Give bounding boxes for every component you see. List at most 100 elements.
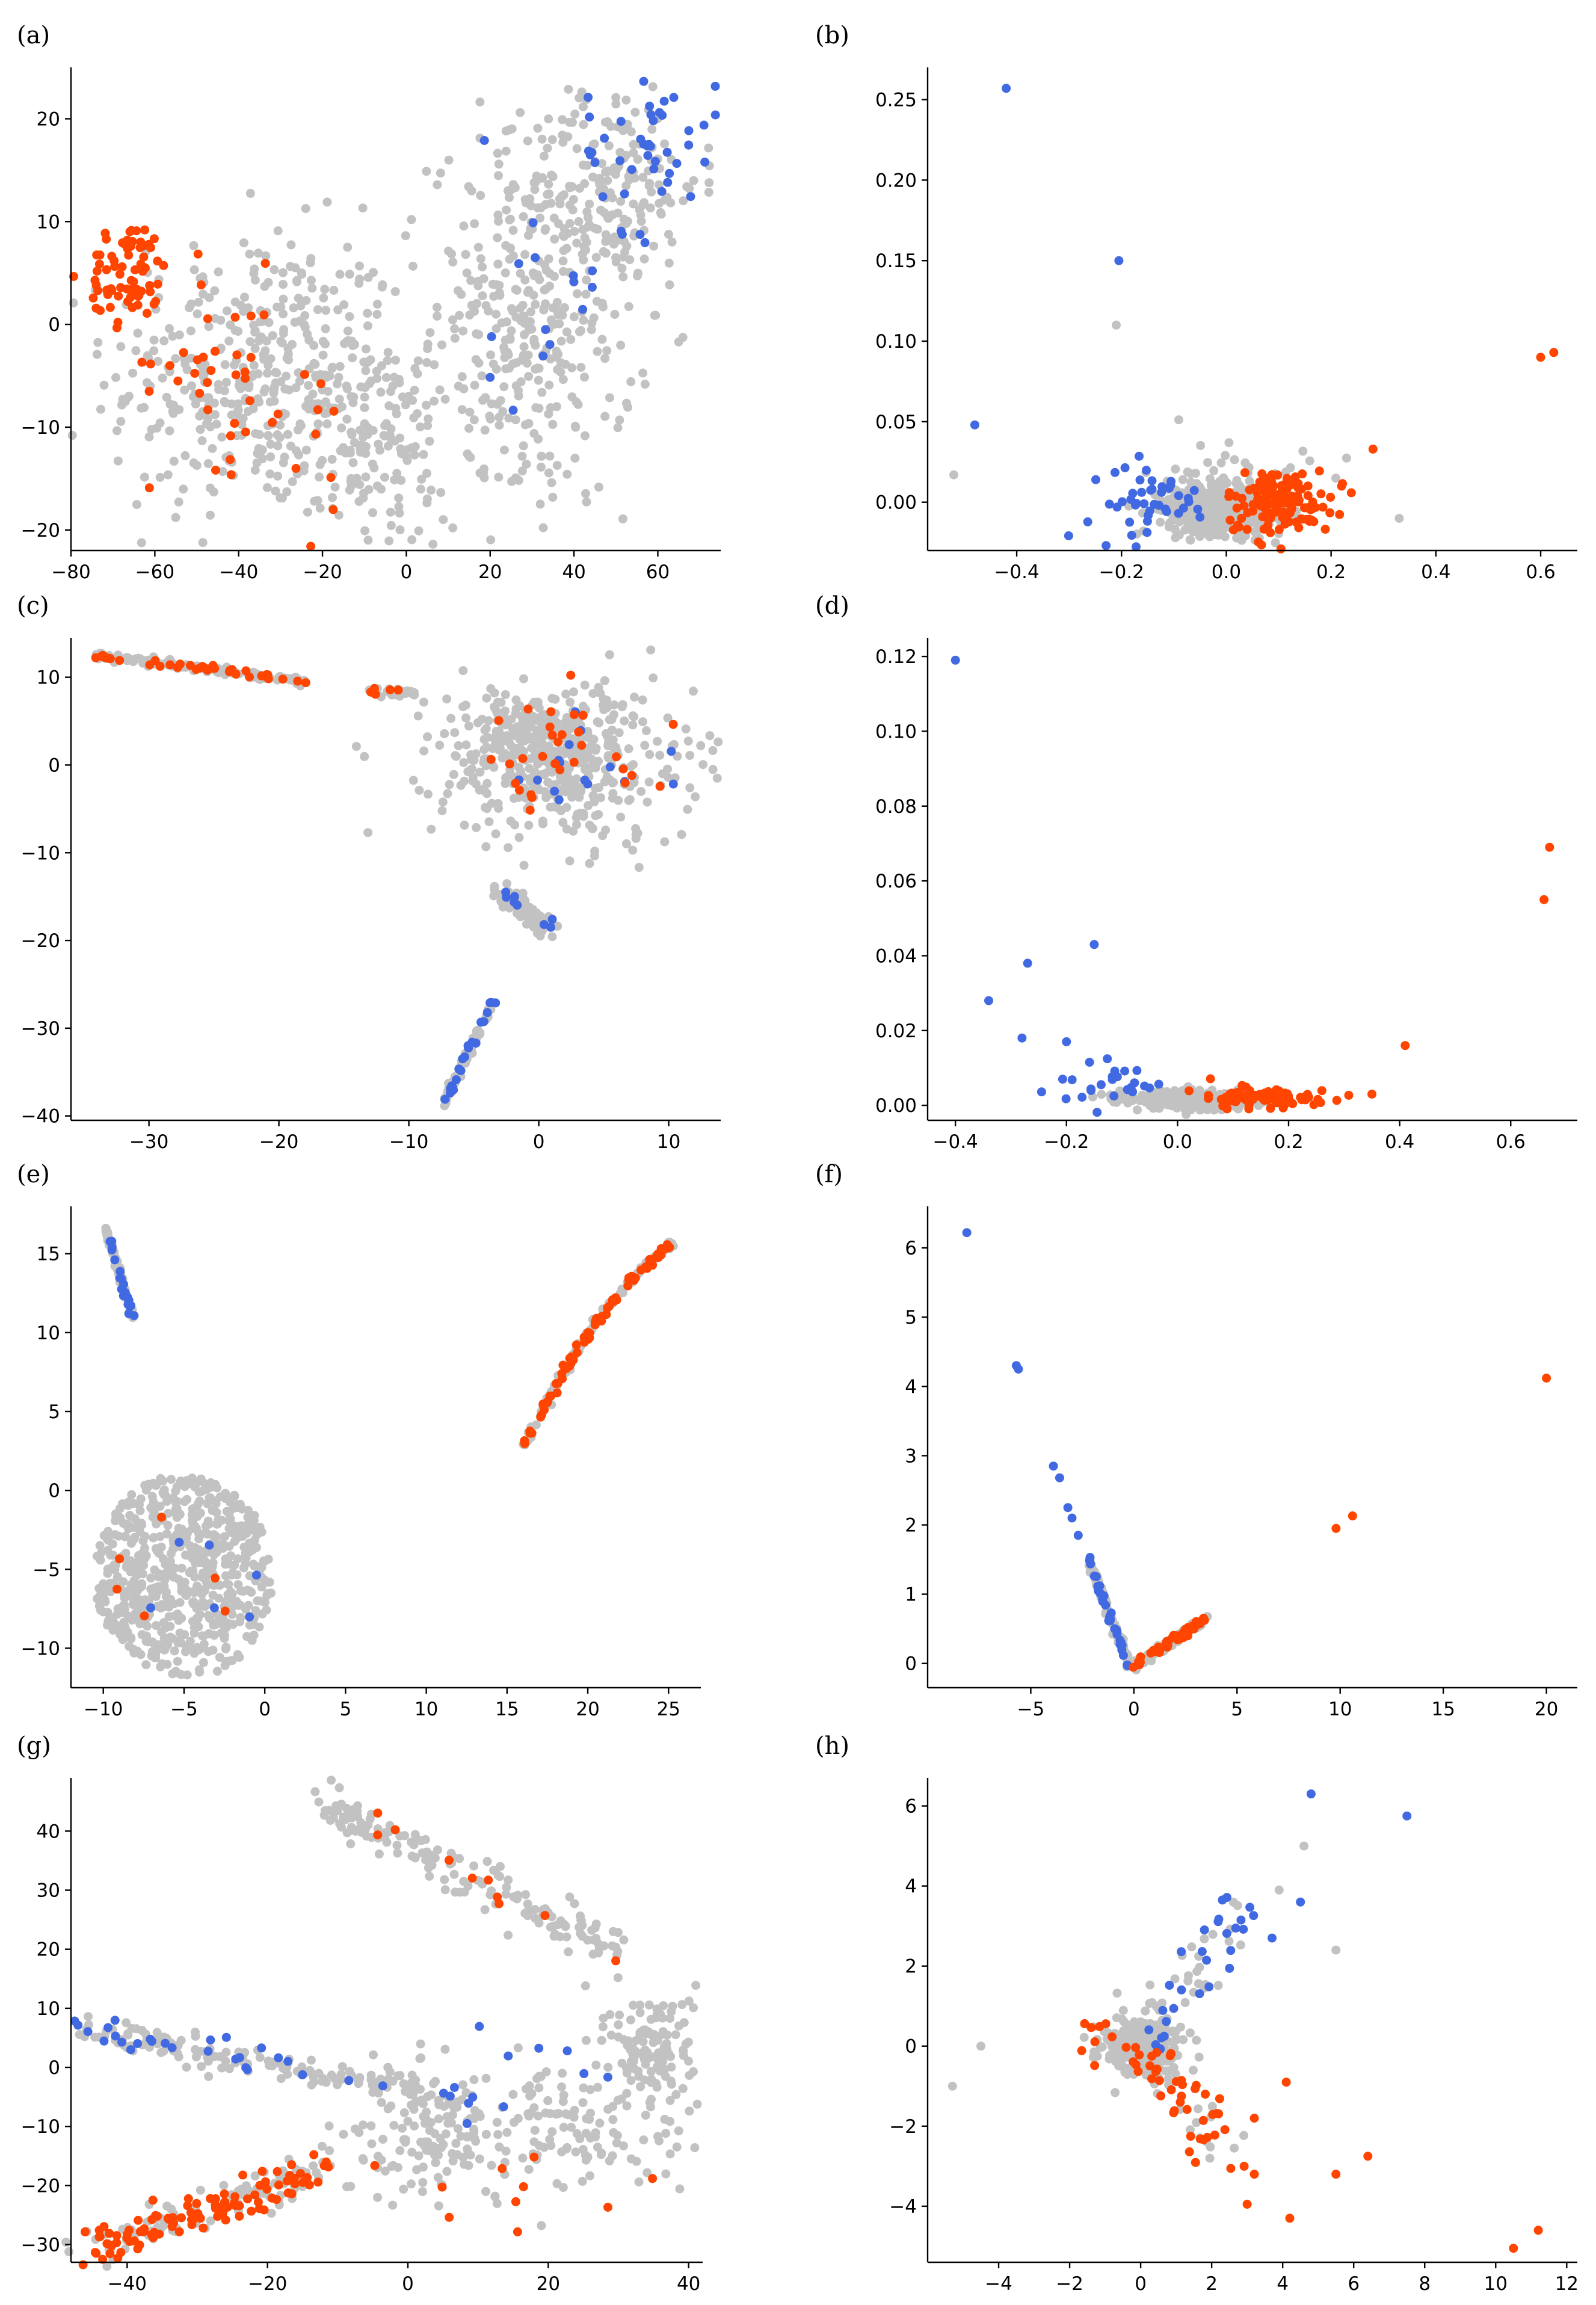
- data-point-blue: [1083, 517, 1092, 526]
- data-point-gray: [565, 697, 575, 707]
- data-point-gray: [642, 2168, 652, 2177]
- x-tick-label: 0.2: [1274, 1131, 1303, 1153]
- data-point-gray: [573, 783, 583, 792]
- data-point-gray: [522, 460, 531, 469]
- data-point-gray: [99, 1607, 108, 1617]
- data-point-gray: [99, 1579, 108, 1588]
- data-point-gray: [674, 337, 683, 347]
- data-point-blue: [598, 192, 608, 202]
- data-point-gray: [1220, 532, 1230, 542]
- data-point-gray: [259, 1596, 269, 1606]
- data-point-gray: [253, 1596, 262, 1606]
- x-tick-label: 0.0: [1163, 1131, 1192, 1153]
- data-point-gray: [220, 360, 230, 369]
- data-point-gray: [221, 1571, 230, 1581]
- data-point-orange: [165, 361, 174, 371]
- data-point-gray: [224, 336, 234, 346]
- data-point-gray: [479, 735, 489, 744]
- data-point-gray: [545, 451, 555, 461]
- data-point-gray: [481, 2073, 491, 2083]
- data-point-gray: [585, 859, 594, 868]
- data-point-gray: [522, 919, 531, 929]
- data-point-gray: [505, 244, 515, 253]
- data-point-gray: [279, 309, 288, 319]
- data-point-gray: [568, 790, 578, 800]
- data-point-gray: [511, 415, 520, 425]
- data-point-gray: [153, 1586, 163, 1596]
- data-point-gray: [374, 439, 383, 449]
- data-point-blue: [1112, 1072, 1122, 1082]
- data-point-gray: [292, 277, 301, 286]
- data-point-gray: [518, 2153, 528, 2163]
- data-point-gray: [451, 751, 460, 761]
- data-point-gray: [427, 824, 436, 834]
- data-point-gray: [459, 221, 469, 231]
- data-point-gray: [640, 741, 650, 750]
- data-point-gray: [321, 397, 330, 407]
- data-point-blue: [1105, 1613, 1115, 1623]
- data-point-gray: [704, 178, 714, 188]
- data-point-orange: [1348, 1511, 1357, 1520]
- data-point-orange: [1284, 1094, 1293, 1104]
- data-point-gray: [544, 189, 554, 199]
- data-point-gray: [558, 230, 568, 240]
- y-tick-label: 2: [905, 1514, 917, 1536]
- data-point-blue: [1061, 1094, 1071, 1103]
- data-point-gray: [372, 366, 381, 376]
- data-point-gray: [638, 173, 648, 182]
- data-point-gray: [372, 481, 382, 491]
- data-point-gray: [297, 270, 307, 279]
- data-point-gray: [379, 431, 389, 440]
- data-point-gray: [660, 837, 670, 847]
- data-point-gray: [708, 765, 718, 774]
- data-point-gray: [485, 414, 495, 424]
- data-point-gray: [398, 392, 407, 402]
- data-point-blue: [951, 655, 960, 665]
- data-point-gray: [633, 829, 642, 838]
- data-point-gray: [488, 279, 498, 289]
- data-point-blue: [657, 187, 667, 196]
- data-point-orange: [1262, 511, 1271, 520]
- data-point-gray: [520, 250, 530, 259]
- data-point-gray: [131, 346, 141, 356]
- data-point-orange: [602, 1310, 611, 1319]
- data-point-gray: [617, 702, 627, 712]
- data-point-gray: [122, 653, 132, 662]
- data-point-gray: [105, 1564, 114, 1573]
- y-tick-label: 0.00: [875, 1095, 917, 1117]
- y-tick-label: 6: [905, 1238, 917, 1259]
- data-point-gray: [296, 301, 306, 310]
- data-point-gray: [416, 422, 425, 432]
- data-point-gray: [303, 329, 312, 339]
- data-point-gray: [520, 275, 530, 285]
- data-point-gray: [170, 1508, 179, 1517]
- data-point-blue: [1142, 466, 1151, 475]
- data-point-gray: [541, 793, 551, 803]
- y-tick-label: 0.00: [875, 492, 917, 514]
- data-point-gray: [689, 687, 698, 696]
- y-tick-label: 0.20: [875, 170, 917, 191]
- data-point-orange: [203, 314, 212, 324]
- data-point-gray: [295, 316, 304, 326]
- data-point-gray: [361, 344, 371, 354]
- data-point-orange: [1287, 480, 1296, 490]
- data-point-gray: [494, 171, 503, 181]
- data-point-gray: [103, 1546, 112, 1555]
- data-point-gray: [561, 690, 571, 699]
- data-point-blue: [452, 1075, 461, 1084]
- data-point-blue: [588, 266, 597, 276]
- data-point-gray: [267, 1588, 276, 1598]
- data-point-gray: [196, 1474, 206, 1484]
- data-point-gray: [169, 400, 178, 410]
- data-point-gray: [507, 304, 516, 313]
- data-point-gray: [664, 230, 673, 239]
- data-point-gray: [137, 538, 146, 548]
- data-point-gray: [282, 487, 292, 496]
- data-point-orange: [1290, 472, 1300, 482]
- x-tick-label: 0: [1128, 1699, 1140, 1720]
- data-point-gray: [681, 724, 691, 733]
- y-tick-label: 0.06: [875, 871, 917, 892]
- data-point-gray: [624, 175, 634, 185]
- data-point-gray: [334, 510, 344, 520]
- data-point-orange: [1400, 1041, 1410, 1051]
